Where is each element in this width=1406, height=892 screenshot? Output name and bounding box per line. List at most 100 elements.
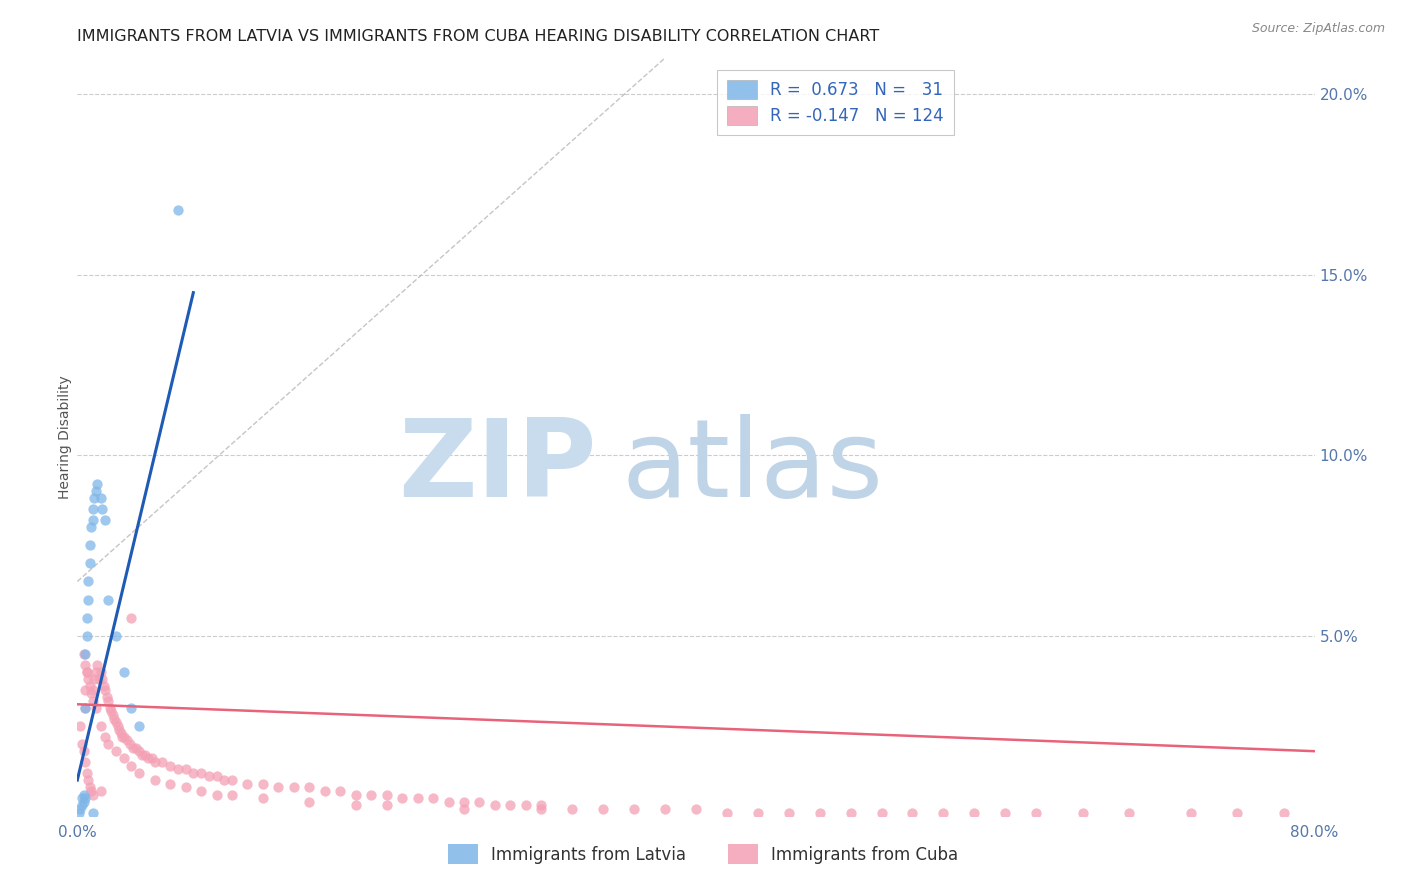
Point xyxy=(75,791,96,805)
Point xyxy=(98,701,121,715)
Point xyxy=(121,758,143,772)
Point xyxy=(221,788,243,802)
Point xyxy=(84,484,107,499)
Point xyxy=(72,647,94,661)
Point xyxy=(375,798,398,813)
Point xyxy=(76,765,98,780)
Point xyxy=(91,502,114,516)
Point xyxy=(167,762,190,776)
Point xyxy=(190,765,212,780)
Point xyxy=(82,693,104,707)
Point xyxy=(67,805,90,820)
Point xyxy=(93,679,115,693)
Point xyxy=(453,795,475,809)
Point xyxy=(932,805,955,820)
Point xyxy=(115,733,138,747)
Point xyxy=(1272,805,1295,820)
Point xyxy=(267,780,290,795)
Point xyxy=(83,491,105,506)
Point xyxy=(75,755,96,769)
Point xyxy=(221,773,243,788)
Point xyxy=(159,777,181,791)
Point xyxy=(82,788,104,802)
Point xyxy=(77,672,100,686)
Point xyxy=(530,802,553,816)
Point xyxy=(901,805,924,820)
Point xyxy=(111,730,134,744)
Point xyxy=(125,740,148,755)
Point xyxy=(190,784,212,798)
Point xyxy=(214,773,236,788)
Point xyxy=(112,665,135,679)
Point xyxy=(422,791,444,805)
Point xyxy=(329,784,352,798)
Point xyxy=(530,798,553,813)
Point xyxy=(994,805,1017,820)
Point xyxy=(344,798,367,813)
Point xyxy=(76,610,98,624)
Point xyxy=(360,788,382,802)
Point xyxy=(86,657,108,672)
Point xyxy=(128,719,150,733)
Point xyxy=(870,805,893,820)
Point xyxy=(138,751,160,765)
Point xyxy=(406,791,429,805)
Point xyxy=(79,538,101,552)
Point xyxy=(685,802,707,816)
Point xyxy=(654,802,676,816)
Point xyxy=(72,744,94,758)
Point xyxy=(82,502,104,516)
Point xyxy=(100,705,122,719)
Point xyxy=(183,765,205,780)
Point xyxy=(77,592,100,607)
Point xyxy=(96,690,118,704)
Point xyxy=(69,802,91,816)
Point xyxy=(80,784,103,798)
Point xyxy=(77,773,100,788)
Point xyxy=(623,802,645,816)
Point xyxy=(76,665,98,679)
Point xyxy=(561,802,583,816)
Point xyxy=(128,765,150,780)
Y-axis label: Hearing Disability: Hearing Disability xyxy=(58,376,72,499)
Point xyxy=(437,795,460,809)
Point xyxy=(107,719,129,733)
Point xyxy=(141,751,163,765)
Point xyxy=(75,647,96,661)
Point xyxy=(121,610,143,624)
Point xyxy=(778,805,800,820)
Point xyxy=(94,730,117,744)
Point xyxy=(1025,805,1047,820)
Point xyxy=(70,798,93,813)
Point xyxy=(1180,805,1202,820)
Point xyxy=(159,758,181,772)
Point xyxy=(76,629,98,643)
Point xyxy=(592,802,614,816)
Text: ZIP: ZIP xyxy=(398,415,598,520)
Point xyxy=(91,672,114,686)
Point xyxy=(79,679,101,693)
Point xyxy=(205,788,228,802)
Text: Source: ZipAtlas.com: Source: ZipAtlas.com xyxy=(1251,22,1385,36)
Text: atlas: atlas xyxy=(621,415,884,520)
Point xyxy=(453,802,475,816)
Point xyxy=(515,798,537,813)
Point xyxy=(121,701,143,715)
Point xyxy=(1071,805,1094,820)
Point xyxy=(112,751,135,765)
Point xyxy=(252,777,274,791)
Point xyxy=(118,737,141,751)
Point xyxy=(94,513,117,527)
Point xyxy=(80,520,103,534)
Point xyxy=(90,784,111,798)
Point xyxy=(747,805,769,820)
Point xyxy=(499,798,522,813)
Point xyxy=(94,682,117,697)
Point xyxy=(122,740,145,755)
Point xyxy=(1226,805,1249,820)
Point xyxy=(344,788,367,802)
Point xyxy=(391,791,413,805)
Point xyxy=(963,805,986,820)
Point xyxy=(484,798,506,813)
Point xyxy=(70,737,93,751)
